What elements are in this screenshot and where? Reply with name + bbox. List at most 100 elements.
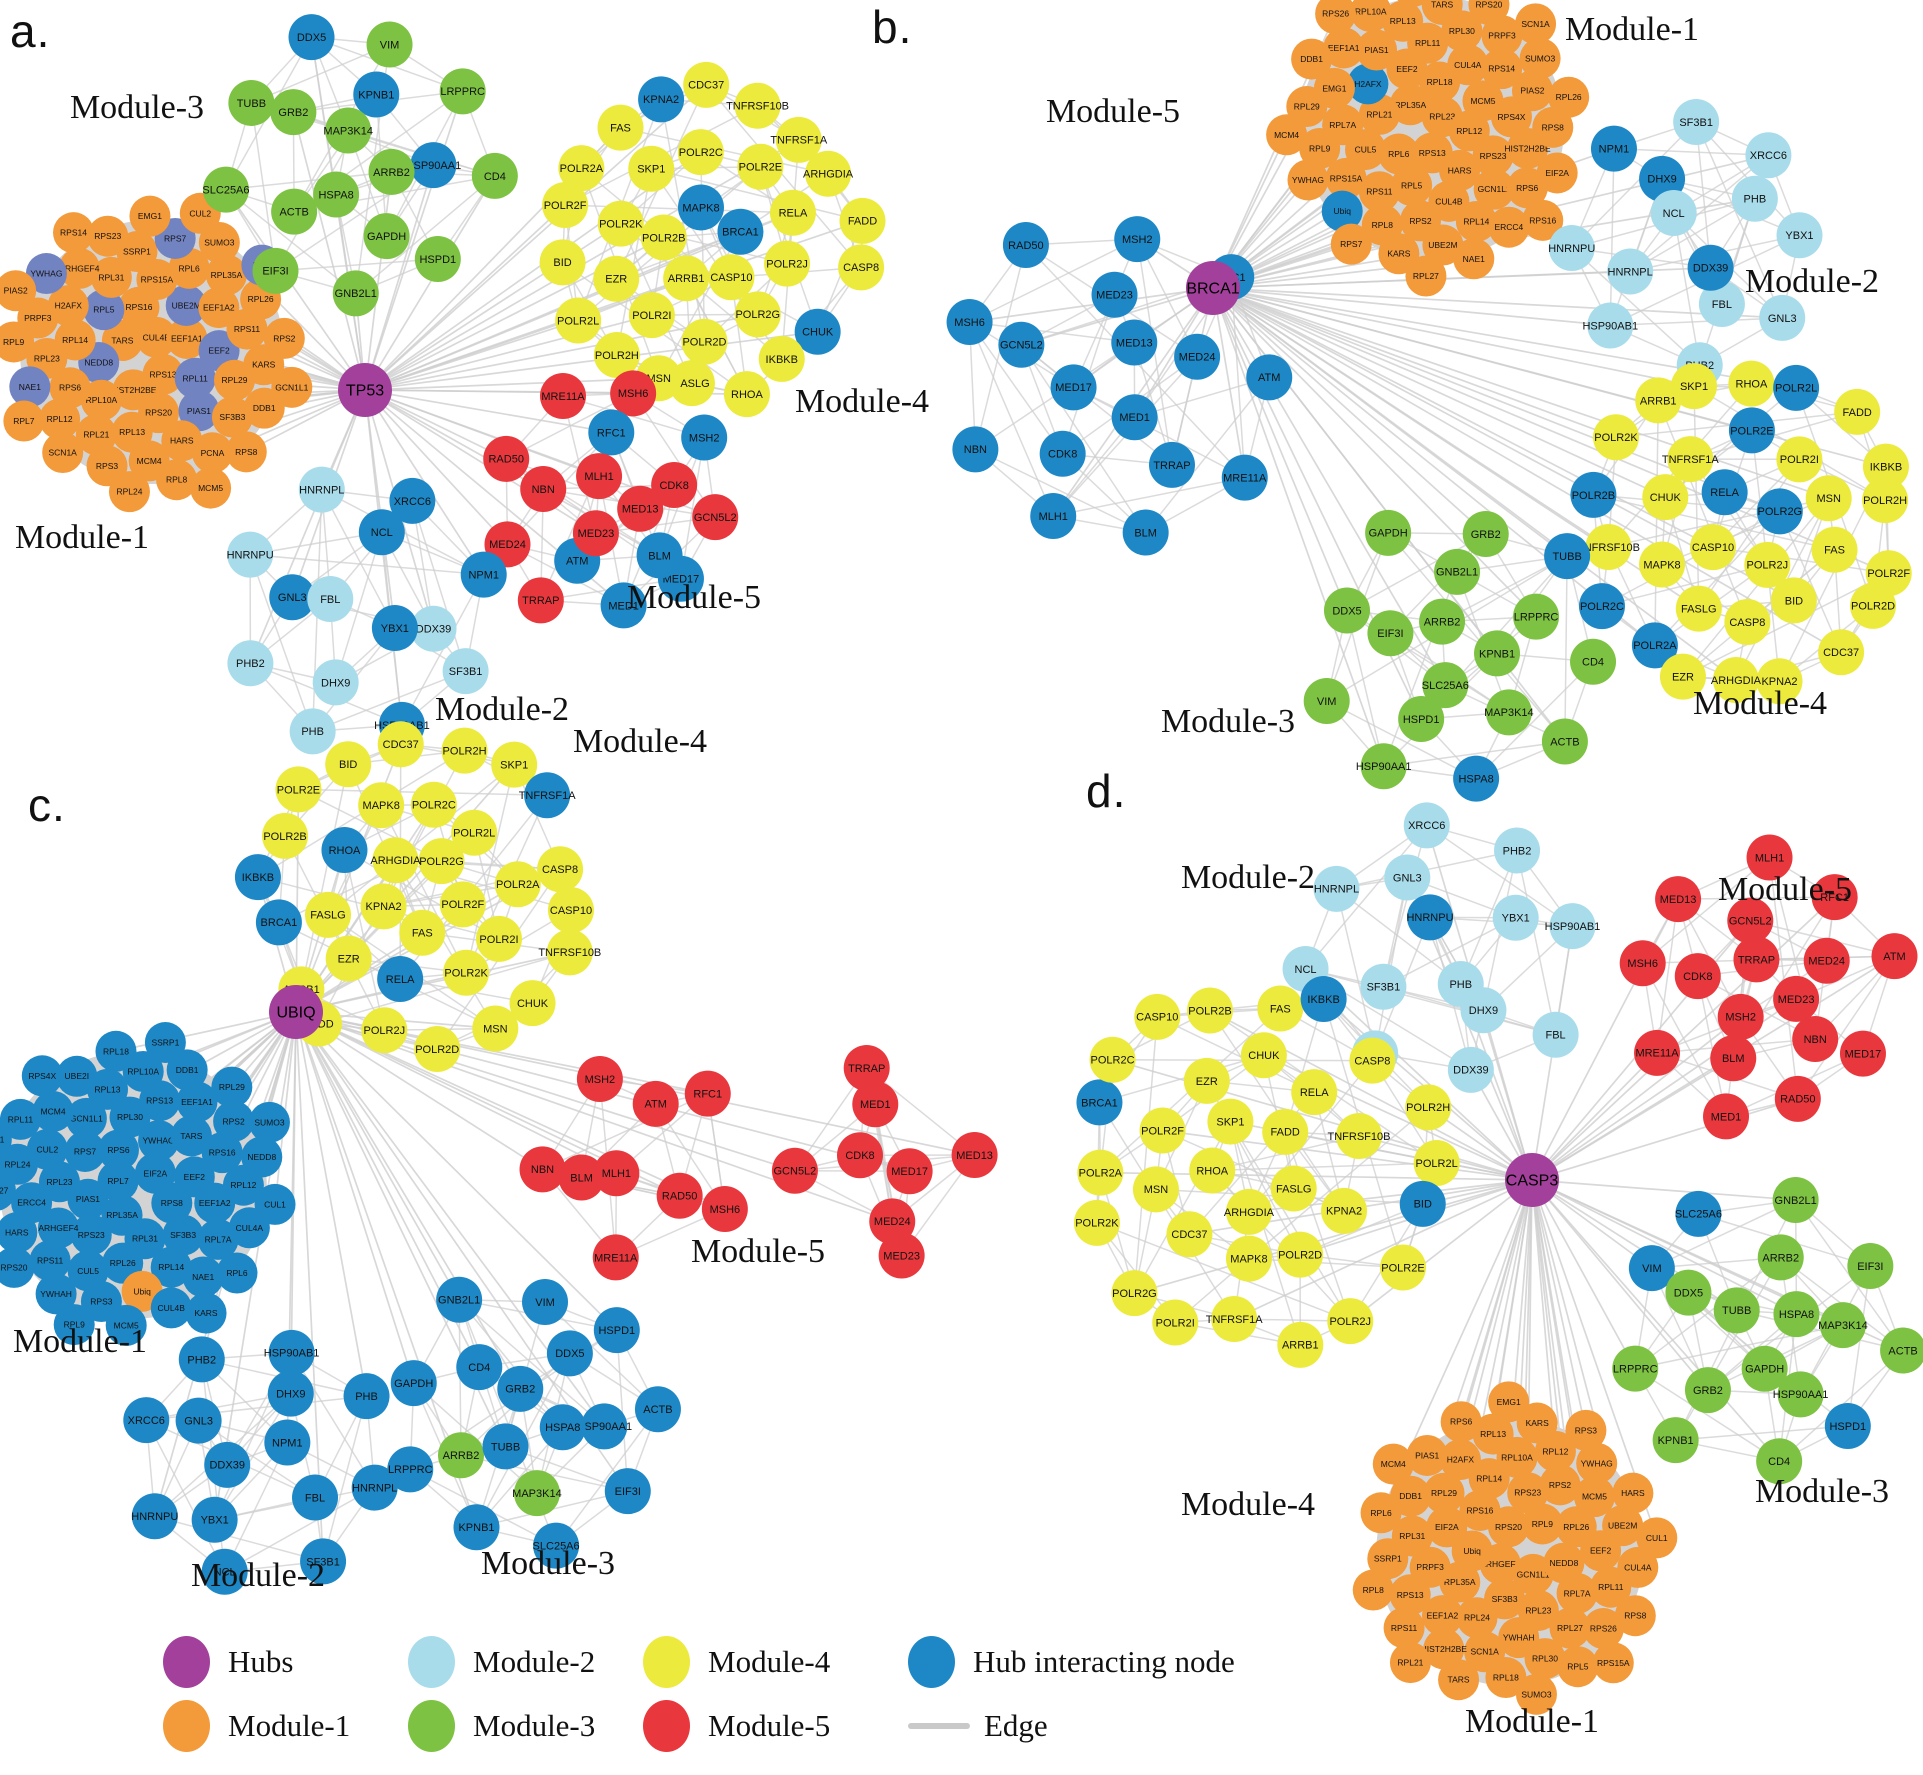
node-circle xyxy=(1712,657,1759,704)
node-POLR2C: POLR2C xyxy=(1089,1036,1136,1083)
node-MSH6: MSH6 xyxy=(701,1185,748,1232)
node-NBN: NBN xyxy=(952,426,999,473)
node-circle xyxy=(1862,477,1909,524)
edge xyxy=(1230,277,1246,478)
node-circle xyxy=(1389,1574,1431,1616)
node-circle xyxy=(1323,587,1370,634)
node-circle xyxy=(1532,106,1574,148)
node-NPM1: NPM1 xyxy=(264,1419,311,1466)
node-BRCA1: BRCA1 xyxy=(255,899,302,946)
node-MSH6: MSH6 xyxy=(1619,940,1666,987)
hub-circle xyxy=(1505,1153,1559,1207)
node-circle xyxy=(1522,199,1564,241)
node-YWHAG: YWHAG xyxy=(1287,159,1329,201)
node-circle xyxy=(174,357,216,399)
node-circle xyxy=(769,189,816,236)
node-RPS2: RPS2 xyxy=(263,317,305,359)
node-HSPD1: HSPD1 xyxy=(593,1307,640,1354)
hub-edge xyxy=(1531,1179,1709,1391)
node-circle xyxy=(771,1147,818,1194)
node-TNFRSF10B: TNFRSF10B xyxy=(1328,1112,1390,1159)
node-circle xyxy=(638,76,685,123)
edge xyxy=(968,321,1064,455)
node-XRCC6: XRCC6 xyxy=(1745,132,1792,179)
node-ERCC4: ERCC4 xyxy=(1488,206,1530,248)
edge xyxy=(1613,147,1769,157)
node-circle xyxy=(1389,1642,1431,1684)
hub-edge xyxy=(295,1011,368,1397)
node-circle xyxy=(1612,1345,1659,1392)
node-MED23: MED23 xyxy=(572,510,619,557)
node-circle xyxy=(129,195,171,237)
node-circle xyxy=(852,1081,899,1128)
edge xyxy=(465,764,515,973)
hub-edge xyxy=(1349,1179,1533,1322)
node-POLR2G: POLR2G xyxy=(418,838,465,885)
edge xyxy=(968,321,1054,517)
node-circle xyxy=(321,827,368,874)
node-DDX39: DDX39 xyxy=(204,1441,251,1488)
node-POLR2G: POLR2G xyxy=(1756,488,1803,535)
node-circle xyxy=(1397,0,1429,7)
node-RELA: RELA xyxy=(1291,1069,1338,1116)
hub-edge xyxy=(1531,1179,1780,1462)
node-RAD50: RAD50 xyxy=(483,435,530,482)
edge xyxy=(1284,998,1325,1133)
node-FAS: FAS xyxy=(1257,985,1304,1032)
node-circle xyxy=(1773,975,1820,1022)
node-circle xyxy=(1474,630,1521,677)
node-circle xyxy=(150,1246,192,1288)
node-circle xyxy=(436,1276,483,1323)
node-circle xyxy=(131,1493,178,1540)
node-BID: BID xyxy=(325,741,372,788)
node-circle xyxy=(1076,1079,1123,1126)
nodes-layer: RFC1ATMMRE11ABLMMLH1NBNMSH6RAD50MSH2MED2… xyxy=(946,0,1912,802)
node-circle xyxy=(361,1007,408,1054)
edge xyxy=(1654,510,1781,646)
node-circle xyxy=(1122,509,1169,556)
node-circle xyxy=(1587,302,1634,349)
node-circle xyxy=(1439,1439,1481,1481)
node-circle xyxy=(441,727,488,774)
node-circle xyxy=(198,222,240,264)
node-circle xyxy=(805,150,852,197)
module-label: Module-3 xyxy=(481,1545,615,1582)
node-circle xyxy=(363,213,410,260)
hub-edge xyxy=(1531,1057,1734,1181)
node-GAPDH: GAPDH xyxy=(390,1360,437,1407)
hub-label: TP53 xyxy=(346,383,384,400)
node-GNB2L1: GNB2L1 xyxy=(436,1276,483,1323)
edge xyxy=(1326,700,1477,780)
hub-edge xyxy=(1212,287,1695,387)
node-YBX1: YBX1 xyxy=(1776,212,1823,259)
node-FBL: FBL xyxy=(292,1474,339,1521)
cluster-module-4: POLR2APOLR2CTNFRSF10BPOLR2BPOLR2KARRB1SK… xyxy=(1570,360,1912,705)
node-MSN: MSN xyxy=(472,1005,519,1052)
node-ACTB: ACTB xyxy=(271,188,318,235)
node-circle xyxy=(951,1132,998,1179)
edge xyxy=(1346,610,1385,767)
node-circle xyxy=(1578,583,1625,630)
node-circle xyxy=(263,317,305,359)
node-VIM: VIM xyxy=(522,1278,569,1325)
node-circle xyxy=(475,915,522,962)
node-circle xyxy=(325,107,372,154)
node-HSPA8: HSPA8 xyxy=(1773,1291,1820,1338)
edge xyxy=(1651,1199,1796,1269)
node-circle xyxy=(1360,963,1407,1010)
node-RPS15A: RPS15A xyxy=(1592,1642,1634,1684)
hub-edge xyxy=(1531,1179,1796,1201)
edge xyxy=(1426,824,1573,927)
node-POLR2L: POLR2L xyxy=(1773,364,1820,411)
node-MLH1: MLH1 xyxy=(1030,492,1077,539)
node-circle xyxy=(1488,206,1530,248)
cluster-module-4: RHOAFASLGMSNPOLR2HPOLR2LBIDPOLR2FPOLR2AF… xyxy=(539,61,886,418)
node-PHB2: PHB2 xyxy=(227,640,274,687)
node-circle xyxy=(555,297,602,344)
node-ARRB2: ARRB2 xyxy=(1757,1234,1804,1281)
edge xyxy=(1460,850,1518,985)
node-circle xyxy=(1447,44,1489,86)
node-circle xyxy=(1300,975,1347,1022)
node-circle xyxy=(1421,1595,1463,1637)
